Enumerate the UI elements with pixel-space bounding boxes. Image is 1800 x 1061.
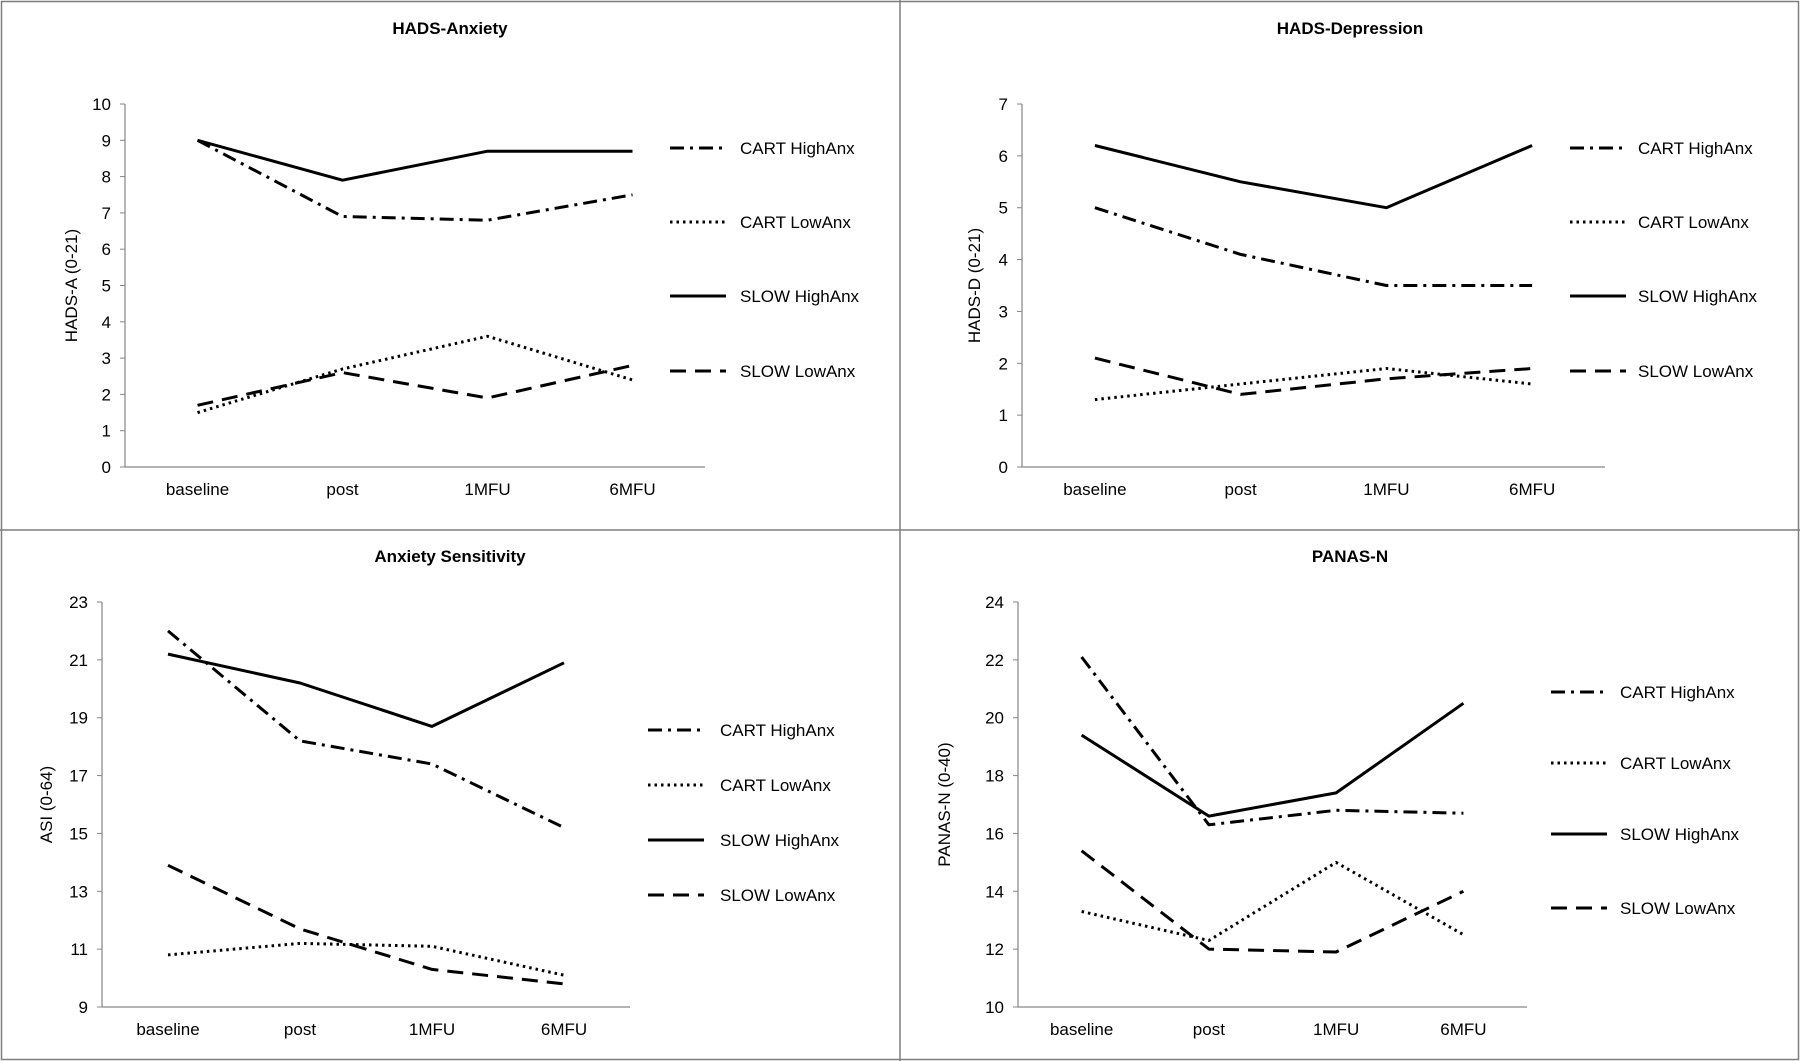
- series-line-slow-highanx: [167, 652, 565, 728]
- legend-label: SLOW LowAnx: [1638, 362, 1754, 381]
- series-line-slow-lowanx: [197, 363, 633, 407]
- series-line-slow-lowanx: [1094, 356, 1533, 396]
- x-tick-label: post: [326, 480, 358, 499]
- y-tick-label: 3: [999, 302, 1008, 321]
- y-tick-label: 8: [102, 168, 111, 187]
- legend-label: SLOW HighAnx: [1638, 287, 1758, 306]
- series-line-cart-highanx: [1094, 206, 1533, 287]
- x-tick-label: baseline: [1063, 480, 1126, 499]
- x-tick-label: 1MFU: [1313, 1020, 1359, 1039]
- y-tick-label: 3: [102, 349, 111, 368]
- legend-label: CART LowAnx: [1638, 213, 1749, 232]
- y-axis-title: HADS-A (0-21): [62, 229, 81, 342]
- y-tick-label: 12: [985, 940, 1004, 959]
- y-tick-label: 24: [985, 593, 1004, 612]
- x-tick-label: post: [1193, 1020, 1225, 1039]
- y-tick-label: 2: [999, 354, 1008, 373]
- chart-title: HADS-Depression: [1277, 19, 1423, 38]
- y-tick-label: 7: [999, 95, 1008, 114]
- y-axis-title: ASI (0-64): [37, 766, 56, 843]
- y-tick-label: 1: [102, 422, 111, 441]
- x-tick-label: 6MFU: [541, 1020, 587, 1039]
- y-tick-label: 10: [985, 998, 1004, 1017]
- legend-label: SLOW HighAnx: [1620, 825, 1740, 844]
- y-tick-label: 14: [985, 882, 1004, 901]
- y-tick-label: 11: [70, 940, 88, 959]
- x-tick-label: baseline: [136, 1020, 199, 1039]
- legend-label: CART HighAnx: [1620, 683, 1735, 702]
- y-tick-label: 18: [985, 767, 1004, 786]
- y-tick-label: 4: [999, 251, 1008, 270]
- chart-panel-1: HADS-Anxiety 0 1 2 3 4 5 6 7 8 9 10 baseline post 1MFU…: [62, 19, 860, 499]
- y-tick-label: 5: [102, 277, 111, 296]
- y-tick-label: 9: [102, 131, 111, 150]
- y-axis-title: PANAS-N (0-40): [935, 742, 954, 866]
- y-tick-label: 4: [102, 313, 111, 332]
- x-tick-label: baseline: [1050, 1020, 1113, 1039]
- chart-title: PANAS-N: [1312, 547, 1388, 566]
- legend-label: SLOW LowAnx: [740, 362, 856, 381]
- legend-label: CART HighAnx: [720, 721, 835, 740]
- y-tick-label: 1: [999, 406, 1008, 425]
- y-tick-label: 13: [69, 882, 88, 901]
- legend-label: SLOW LowAnx: [720, 886, 836, 905]
- x-tick-label: 6MFU: [609, 480, 655, 499]
- series-line-cart-lowanx: [1081, 860, 1465, 942]
- chart-title: Anxiety Sensitivity: [374, 547, 526, 566]
- y-tick-label: 5: [999, 199, 1008, 218]
- y-tick-label: 19: [69, 709, 88, 728]
- legend-label: SLOW HighAnx: [740, 287, 860, 306]
- legend-label: CART HighAnx: [1638, 139, 1753, 158]
- series-line-cart-highanx: [1080, 656, 1464, 827]
- series-line-slow-highanx: [1094, 144, 1533, 210]
- legend-label: CART LowAnx: [740, 213, 851, 232]
- legend-label: SLOW HighAnx: [720, 831, 840, 850]
- y-tick-label: 0: [999, 458, 1008, 477]
- y-tick-label: 23: [69, 593, 88, 612]
- series-line-slow-lowanx: [1080, 849, 1465, 954]
- x-tick-label: 6MFU: [1509, 480, 1555, 499]
- series-line-cart-lowanx: [1094, 367, 1533, 402]
- legend-label: SLOW LowAnx: [1620, 899, 1736, 918]
- x-tick-label: 1MFU: [464, 480, 510, 499]
- series-line-cart-lowanx: [197, 334, 633, 415]
- series-line-slow-highanx: [1080, 702, 1465, 818]
- y-tick-label: 0: [102, 458, 111, 477]
- legend-label: CART HighAnx: [740, 139, 855, 158]
- y-tick-label: 10: [92, 95, 111, 114]
- x-tick-label: 1MFU: [409, 1020, 455, 1039]
- x-tick-label: 6MFU: [1440, 1020, 1486, 1039]
- y-tick-label: 20: [985, 709, 1004, 728]
- chart-title: HADS-Anxiety: [392, 19, 508, 38]
- y-tick-label: 6: [102, 240, 111, 259]
- y-tick-label: 9: [79, 998, 88, 1017]
- y-tick-label: 17: [69, 767, 88, 786]
- chart-panel-3: Anxiety Sensitivity 9 11 13 15 17 19 21 23 baseli…: [37, 547, 840, 1039]
- x-tick-label: post: [1225, 480, 1257, 499]
- x-tick-label: post: [284, 1020, 316, 1039]
- y-tick-label: 7: [102, 204, 111, 223]
- series-line-cart-highanx: [196, 138, 633, 222]
- legend-label: CART LowAnx: [720, 776, 831, 795]
- y-tick-label: 21: [69, 651, 88, 670]
- y-tick-label: 2: [102, 385, 111, 404]
- x-tick-label: 1MFU: [1363, 480, 1409, 499]
- y-tick-label: 16: [985, 824, 1004, 843]
- series-line-cart-lowanx: [167, 941, 565, 977]
- y-axis-title: HADS-D (0-21): [965, 228, 984, 343]
- chart-panel-4: PANAS-N 10 12 14 16 18 20 22 24 baseline post 1MFU 6…: [935, 547, 1740, 1039]
- series-line-cart-highanx: [167, 629, 565, 829]
- x-tick-label: baseline: [166, 480, 229, 499]
- legend-label: CART LowAnx: [1620, 754, 1731, 773]
- series-line-slow-lowanx: [167, 863, 565, 986]
- chart-panel-2: HADS-Depression 0 1 2 3 4 5 6 7 baseline post 1MFU 6…: [965, 19, 1758, 499]
- y-tick-label: 22: [985, 651, 1004, 670]
- series-line-slow-highanx: [197, 138, 633, 182]
- y-tick-label: 15: [69, 824, 88, 843]
- y-tick-label: 6: [999, 147, 1008, 166]
